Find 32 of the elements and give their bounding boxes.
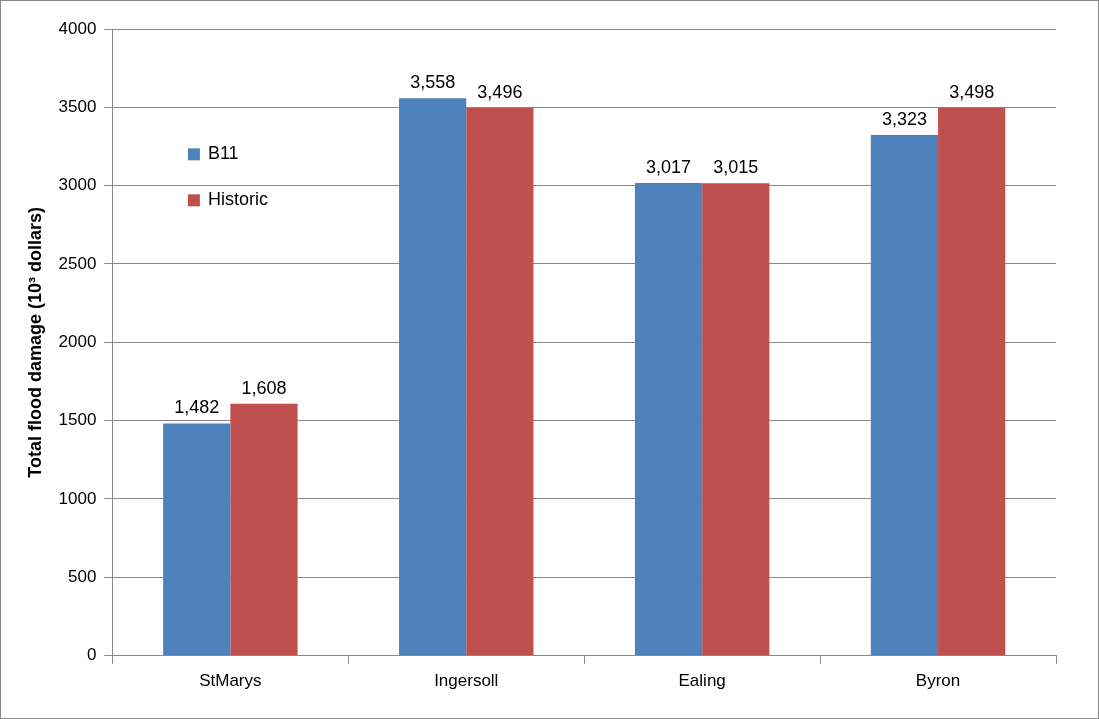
data-label: 3,496 (477, 81, 523, 102)
y-tick-label: 3000 (58, 175, 97, 195)
x-tick-label: StMarys (199, 671, 262, 691)
x-tick-label: Byron (915, 671, 961, 691)
bar (399, 98, 467, 656)
bar (230, 403, 298, 656)
legend-label: B11 (207, 143, 239, 164)
data-label: 3,323 (881, 109, 927, 130)
y-tick-label: 4000 (58, 18, 97, 38)
y-tick-label: 500 (68, 566, 97, 586)
y-tick-label: 3500 (58, 97, 97, 117)
data-label: 3,015 (713, 157, 759, 178)
x-tick-label: Ingersoll (434, 671, 499, 691)
y-tick-label: 0 (86, 645, 97, 665)
bar (870, 135, 939, 656)
bar (938, 107, 1006, 656)
y-tick-label: 1500 (58, 410, 97, 430)
bar (634, 182, 703, 656)
data-label: 1,608 (241, 377, 287, 398)
y-tick-label: 2000 (58, 331, 97, 351)
bar (163, 423, 231, 656)
y-axis-title: Total flood damage (10³ dollars) (24, 206, 45, 478)
data-label: 3,017 (646, 156, 692, 177)
legend-label: Historic (207, 189, 268, 210)
data-label: 3,498 (949, 81, 995, 102)
data-label: 1,482 (174, 397, 220, 418)
y-tick-label: 2500 (58, 253, 97, 273)
data-label: 3,558 (410, 72, 456, 93)
x-tick-label: Ealing (678, 671, 726, 691)
bar (702, 183, 770, 656)
bar (466, 107, 534, 656)
y-tick-label: 1000 (58, 488, 97, 508)
